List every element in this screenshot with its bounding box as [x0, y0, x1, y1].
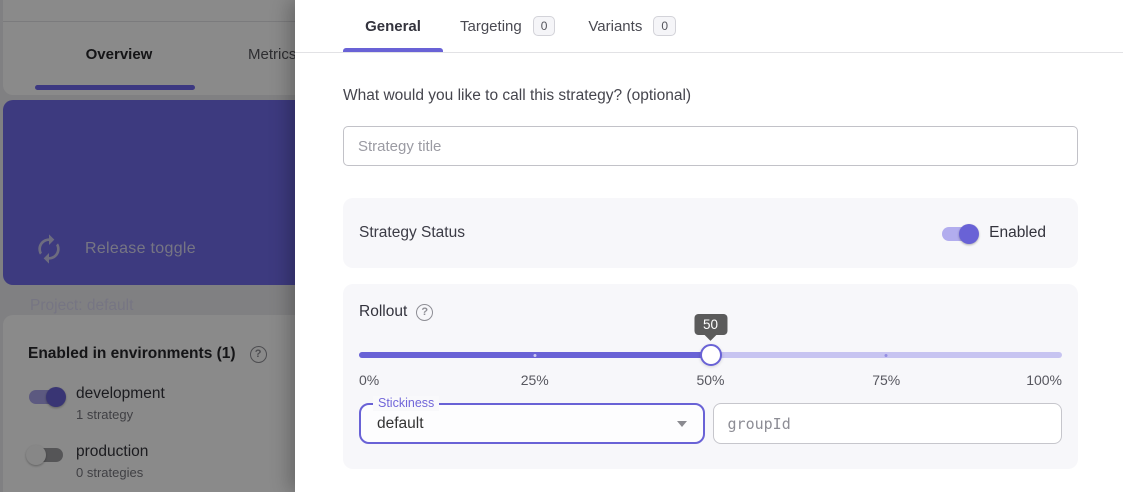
- environment-name: production: [76, 443, 149, 460]
- slider-mark-25: [533, 354, 537, 357]
- strategy-modal: General Targeting 0 Variants 0 What woul…: [295, 0, 1123, 492]
- strategy-status-value: Enabled: [989, 224, 1046, 241]
- feature-info-card: Release toggle Project: default No descr…: [3, 100, 343, 357]
- environment-strategy-count: 0 strategies: [76, 464, 144, 480]
- release-toggle-icon: [33, 233, 65, 265]
- environment-row-production: production 0 strategies: [26, 443, 149, 480]
- tab-general-indicator: [343, 48, 443, 52]
- strategy-status-card: Strategy Status Enabled: [343, 198, 1078, 268]
- environment-strategy-count: 1 strategy: [76, 406, 134, 422]
- slider-thumb[interactable]: [699, 344, 722, 366]
- slider-mark-75: [884, 354, 888, 357]
- scale-label-50: 50%: [696, 372, 725, 388]
- group-id-input[interactable]: [712, 403, 1062, 444]
- environments-help-icon[interactable]: [249, 345, 267, 363]
- environments-title: Enabled in environments (1): [28, 345, 236, 362]
- targeting-count-badge: 0: [532, 16, 556, 36]
- slider-value-tooltip: 50: [693, 314, 728, 335]
- rollout-scale: 0% 25% 50% 75% 100%: [359, 372, 1062, 390]
- development-toggle[interactable]: [28, 387, 66, 407]
- environments-card: Enabled in environments (1) development …: [3, 315, 343, 492]
- stickiness-select-label: Stickiness: [373, 396, 440, 411]
- feature-tabs-card: Overview Metrics: [3, 0, 343, 95]
- feature-project-label: Project: default: [30, 297, 134, 314]
- rollout-card: Rollout 50 0% 25% 50% 75% 100%: [343, 284, 1078, 469]
- strategy-name-question: What would you like to call this strateg…: [343, 87, 692, 104]
- environment-name: development: [76, 385, 165, 402]
- header-divider: [3, 21, 343, 22]
- feature-type-label: Release toggle: [85, 240, 196, 257]
- chevron-down-icon: [676, 420, 687, 427]
- tab-overview[interactable]: Overview: [85, 46, 153, 63]
- scale-label-25: 25%: [520, 372, 549, 388]
- production-toggle[interactable]: [26, 445, 64, 465]
- scale-label-100: 100%: [1026, 372, 1062, 388]
- tab-overview-indicator: [35, 85, 195, 90]
- environment-row-development: development 1 strategy: [28, 385, 165, 422]
- tab-variants-label: Variants: [588, 17, 643, 35]
- scale-label-75: 75%: [872, 372, 901, 388]
- tab-targeting-label: Targeting: [460, 17, 522, 35]
- tab-targeting[interactable]: Targeting 0: [460, 16, 556, 36]
- rollout-label: Rollout: [359, 303, 408, 320]
- tab-general[interactable]: General: [365, 17, 421, 35]
- strategy-tab-bar: General Targeting 0 Variants 0: [295, 0, 1123, 53]
- tab-metrics[interactable]: Metrics: [248, 46, 297, 63]
- tab-variants[interactable]: Variants 0: [588, 16, 677, 36]
- stickiness-select-value: default: [377, 414, 424, 432]
- scale-label-0: 0%: [359, 372, 380, 388]
- strategy-status-toggle[interactable]: [941, 224, 980, 244]
- strategy-title-input[interactable]: [343, 126, 1078, 166]
- variants-count-badge: 0: [653, 16, 677, 36]
- stickiness-select[interactable]: Stickiness default: [359, 396, 705, 444]
- rollout-slider[interactable]: 50: [359, 314, 1062, 366]
- rollout-help-icon[interactable]: [416, 303, 434, 321]
- strategy-status-label: Strategy Status: [359, 224, 465, 241]
